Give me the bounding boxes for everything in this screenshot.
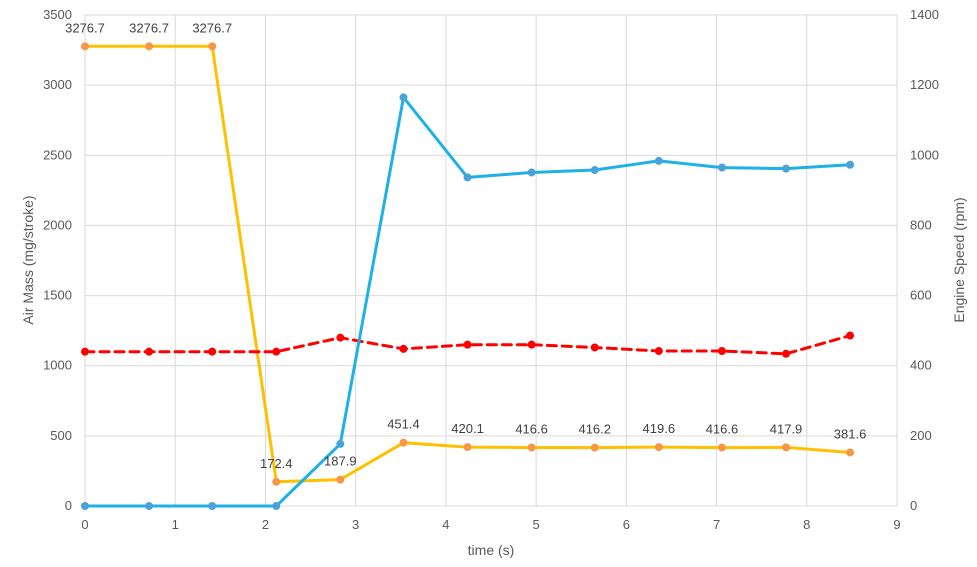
data-point (717, 346, 726, 355)
y-right-tick-label: 1400 (910, 7, 939, 22)
data-point (336, 439, 345, 448)
data-point (336, 475, 345, 484)
data-label: 3276.7 (65, 20, 105, 35)
data-point (590, 443, 599, 452)
y-right-tick-label: 1200 (910, 77, 939, 92)
data-label: 416.6 (515, 422, 548, 437)
data-point (399, 438, 408, 447)
data-point (846, 448, 855, 457)
data-point (272, 502, 281, 510)
data-point (527, 168, 536, 177)
x-tick-label: 5 (532, 517, 539, 532)
data-label: 416.6 (706, 422, 739, 437)
x-tick-label: 1 (172, 517, 179, 532)
data-point (463, 173, 472, 182)
y-right-tick-label: 400 (910, 358, 932, 373)
data-point (654, 156, 663, 165)
data-point (208, 502, 217, 510)
data-point (846, 160, 855, 169)
data-label: 381.6 (834, 426, 867, 441)
data-label: 420.1 (451, 421, 484, 436)
grid (84, 14, 898, 507)
x-axis-title: time (s) (468, 542, 515, 558)
y-left-tick-label: 3500 (43, 7, 72, 22)
data-label: 3276.7 (192, 20, 232, 35)
data-point (272, 477, 281, 486)
data-point (590, 343, 599, 352)
series-line-0 (83, 44, 852, 484)
data-label: 3276.7 (129, 20, 169, 35)
y-left-tick-label: 1000 (43, 358, 72, 373)
data-point (145, 347, 154, 356)
y-right-tick-label: 600 (910, 288, 932, 303)
data-point (654, 346, 663, 355)
data-point (782, 349, 791, 358)
x-tick-label: 0 (81, 517, 88, 532)
data-point (145, 502, 154, 510)
y-left-tick-label: 0 (65, 498, 72, 513)
data-point (590, 166, 599, 175)
data-point (272, 347, 281, 356)
data-label: 419.6 (643, 421, 676, 436)
data-label: 417.9 (770, 421, 803, 436)
data-label: 451.4 (387, 417, 420, 432)
data-label: 187.9 (324, 454, 357, 469)
data-point (654, 443, 663, 452)
data-point (81, 347, 89, 356)
y-right-tick-label: 200 (910, 428, 932, 443)
data-point (208, 347, 217, 356)
x-tick-label: 2 (262, 517, 269, 532)
data-label: 416.2 (578, 422, 611, 437)
data-point (717, 163, 726, 172)
x-tick-label: 8 (803, 517, 810, 532)
data-point (399, 344, 408, 353)
x-tick-label: 7 (713, 517, 720, 532)
y-axis-left-title: Air Mass (mg/stroke) (20, 195, 36, 324)
data-point (782, 164, 791, 173)
data-point (463, 443, 472, 452)
y-left-tick-label: 2500 (43, 147, 72, 162)
data-point (81, 42, 89, 51)
data-point (527, 443, 536, 452)
y-right-tick-label: 800 (910, 217, 932, 232)
data-point (782, 443, 791, 452)
x-tick-label: 3 (352, 517, 359, 532)
y-left-tick-label: 3000 (43, 77, 72, 92)
y-right-tick-label: 0 (910, 498, 917, 513)
data-point (463, 340, 472, 349)
y-axis-right-title: Engine Speed (rpm) (951, 197, 967, 322)
x-tick-label: 4 (442, 517, 449, 532)
x-tick-label: 9 (893, 517, 900, 532)
y-left-tick-label: 2000 (43, 217, 72, 232)
data-point (81, 502, 89, 510)
data-point (208, 42, 217, 51)
y-right-tick-label: 1000 (910, 147, 939, 162)
data-point (336, 333, 345, 342)
series-group (81, 42, 855, 510)
data-point (717, 443, 726, 452)
y-left-tick-label: 500 (50, 428, 72, 443)
data-labels: 3276.7 3276.7 3276.7 172.4 187.9 451.4 420.1 41… (65, 20, 866, 470)
data-point (527, 340, 536, 349)
data-label: 172.4 (260, 456, 293, 471)
data-point (399, 93, 408, 102)
x-tick-label: 6 (623, 517, 630, 532)
data-point (846, 331, 855, 340)
y-left-tick-label: 1500 (43, 288, 72, 303)
data-point (145, 42, 154, 51)
axis-ticks: 0500100015002000250030003500020040060080… (43, 7, 939, 532)
